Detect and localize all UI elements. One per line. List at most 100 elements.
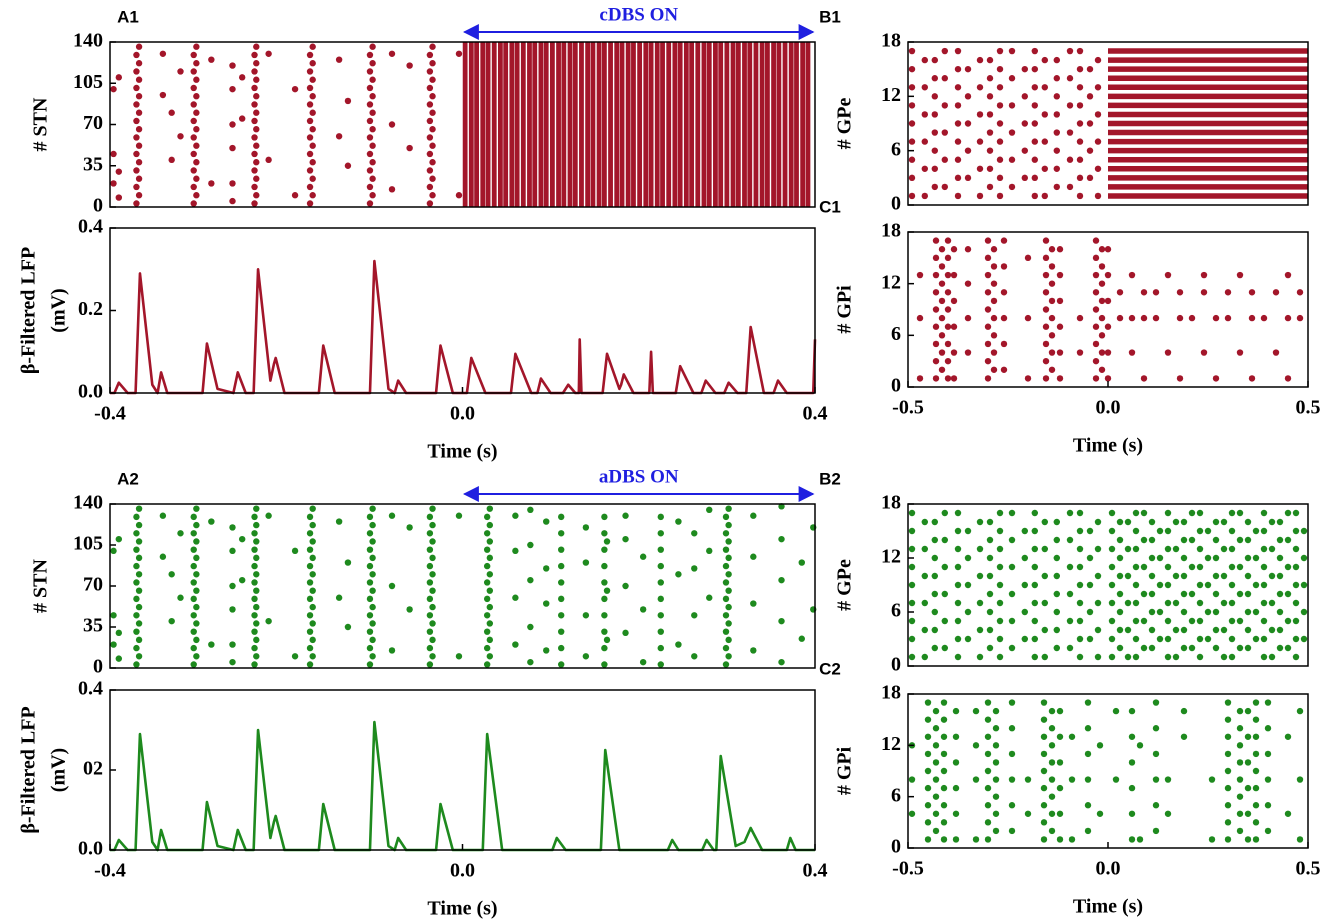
spike (1041, 653, 1049, 661)
spike (133, 134, 140, 141)
spike (944, 323, 952, 330)
spike (1086, 120, 1094, 127)
spike (932, 357, 940, 365)
spike (1031, 174, 1039, 182)
spike (1236, 725, 1244, 732)
spike (986, 626, 994, 634)
stim-pulse (503, 42, 509, 207)
spike (1076, 120, 1084, 127)
spike (1284, 644, 1292, 652)
spike (309, 653, 316, 660)
spike (1008, 699, 1016, 706)
spike (251, 84, 258, 92)
spike (558, 644, 565, 652)
spike (908, 174, 916, 182)
spike (1228, 545, 1236, 553)
spike (976, 599, 984, 607)
spike (908, 635, 916, 643)
spike (190, 628, 197, 635)
spike (984, 784, 992, 792)
spike (135, 538, 143, 545)
spike (1196, 635, 1204, 643)
spike (940, 750, 948, 758)
spike (1053, 536, 1061, 544)
y-tick-label: 0.4 (78, 216, 103, 238)
spike (366, 84, 374, 92)
spike (1076, 581, 1084, 589)
spike (1188, 563, 1196, 571)
spike (954, 84, 962, 91)
spike (1252, 581, 1260, 589)
spike (1031, 527, 1039, 535)
spike (1031, 581, 1039, 589)
y-tick-label: 6 (891, 600, 901, 622)
spike (1031, 635, 1039, 643)
spike (159, 553, 167, 560)
spike (691, 530, 698, 537)
spike (931, 626, 938, 634)
spike (1152, 699, 1160, 706)
spike (251, 101, 258, 108)
spike (429, 126, 436, 133)
spike (1040, 767, 1048, 775)
spike (1152, 750, 1160, 758)
spike (1220, 599, 1228, 607)
spike (941, 129, 948, 136)
spike (954, 635, 962, 643)
spike (938, 314, 946, 322)
spike (1008, 725, 1016, 732)
spike (778, 658, 785, 666)
lfp-line (110, 720, 815, 852)
stim-pulse (747, 42, 753, 207)
spike (115, 629, 123, 637)
spike (366, 134, 374, 141)
spike (932, 827, 940, 835)
spike (722, 513, 730, 521)
spike (1248, 289, 1256, 296)
spike (265, 617, 272, 625)
spike (251, 661, 258, 668)
spike (996, 120, 1004, 127)
spike (369, 587, 376, 594)
spike (924, 836, 932, 843)
spike (1152, 314, 1160, 322)
spike (1008, 644, 1016, 652)
spike (976, 56, 984, 64)
spike (1252, 527, 1260, 535)
spike (921, 653, 928, 661)
spike (369, 636, 376, 644)
spike (932, 340, 940, 348)
spike (265, 50, 272, 57)
spike (1252, 699, 1260, 706)
spike (750, 553, 757, 560)
spike (369, 603, 376, 611)
spike (996, 545, 1004, 553)
spike (1048, 776, 1056, 783)
spike (135, 554, 143, 562)
spike (344, 162, 352, 169)
spike (996, 509, 1004, 517)
spike (921, 192, 928, 200)
spike (603, 538, 611, 545)
spike (1116, 644, 1124, 652)
spike (306, 546, 314, 553)
spike (722, 644, 730, 652)
y-tick-label: 35 (83, 153, 103, 175)
spike (486, 505, 494, 512)
spike (193, 109, 200, 116)
spike (133, 595, 140, 603)
spike (1204, 635, 1212, 643)
spike (1132, 599, 1140, 607)
spike (1053, 129, 1061, 136)
spike (996, 653, 1004, 661)
spike (1292, 527, 1300, 535)
spike (984, 699, 992, 706)
spike (1076, 349, 1084, 356)
spike (1252, 802, 1260, 809)
spike (941, 536, 948, 544)
spike (990, 246, 998, 253)
spike (954, 174, 962, 182)
spike (193, 126, 200, 133)
spike (135, 76, 143, 83)
